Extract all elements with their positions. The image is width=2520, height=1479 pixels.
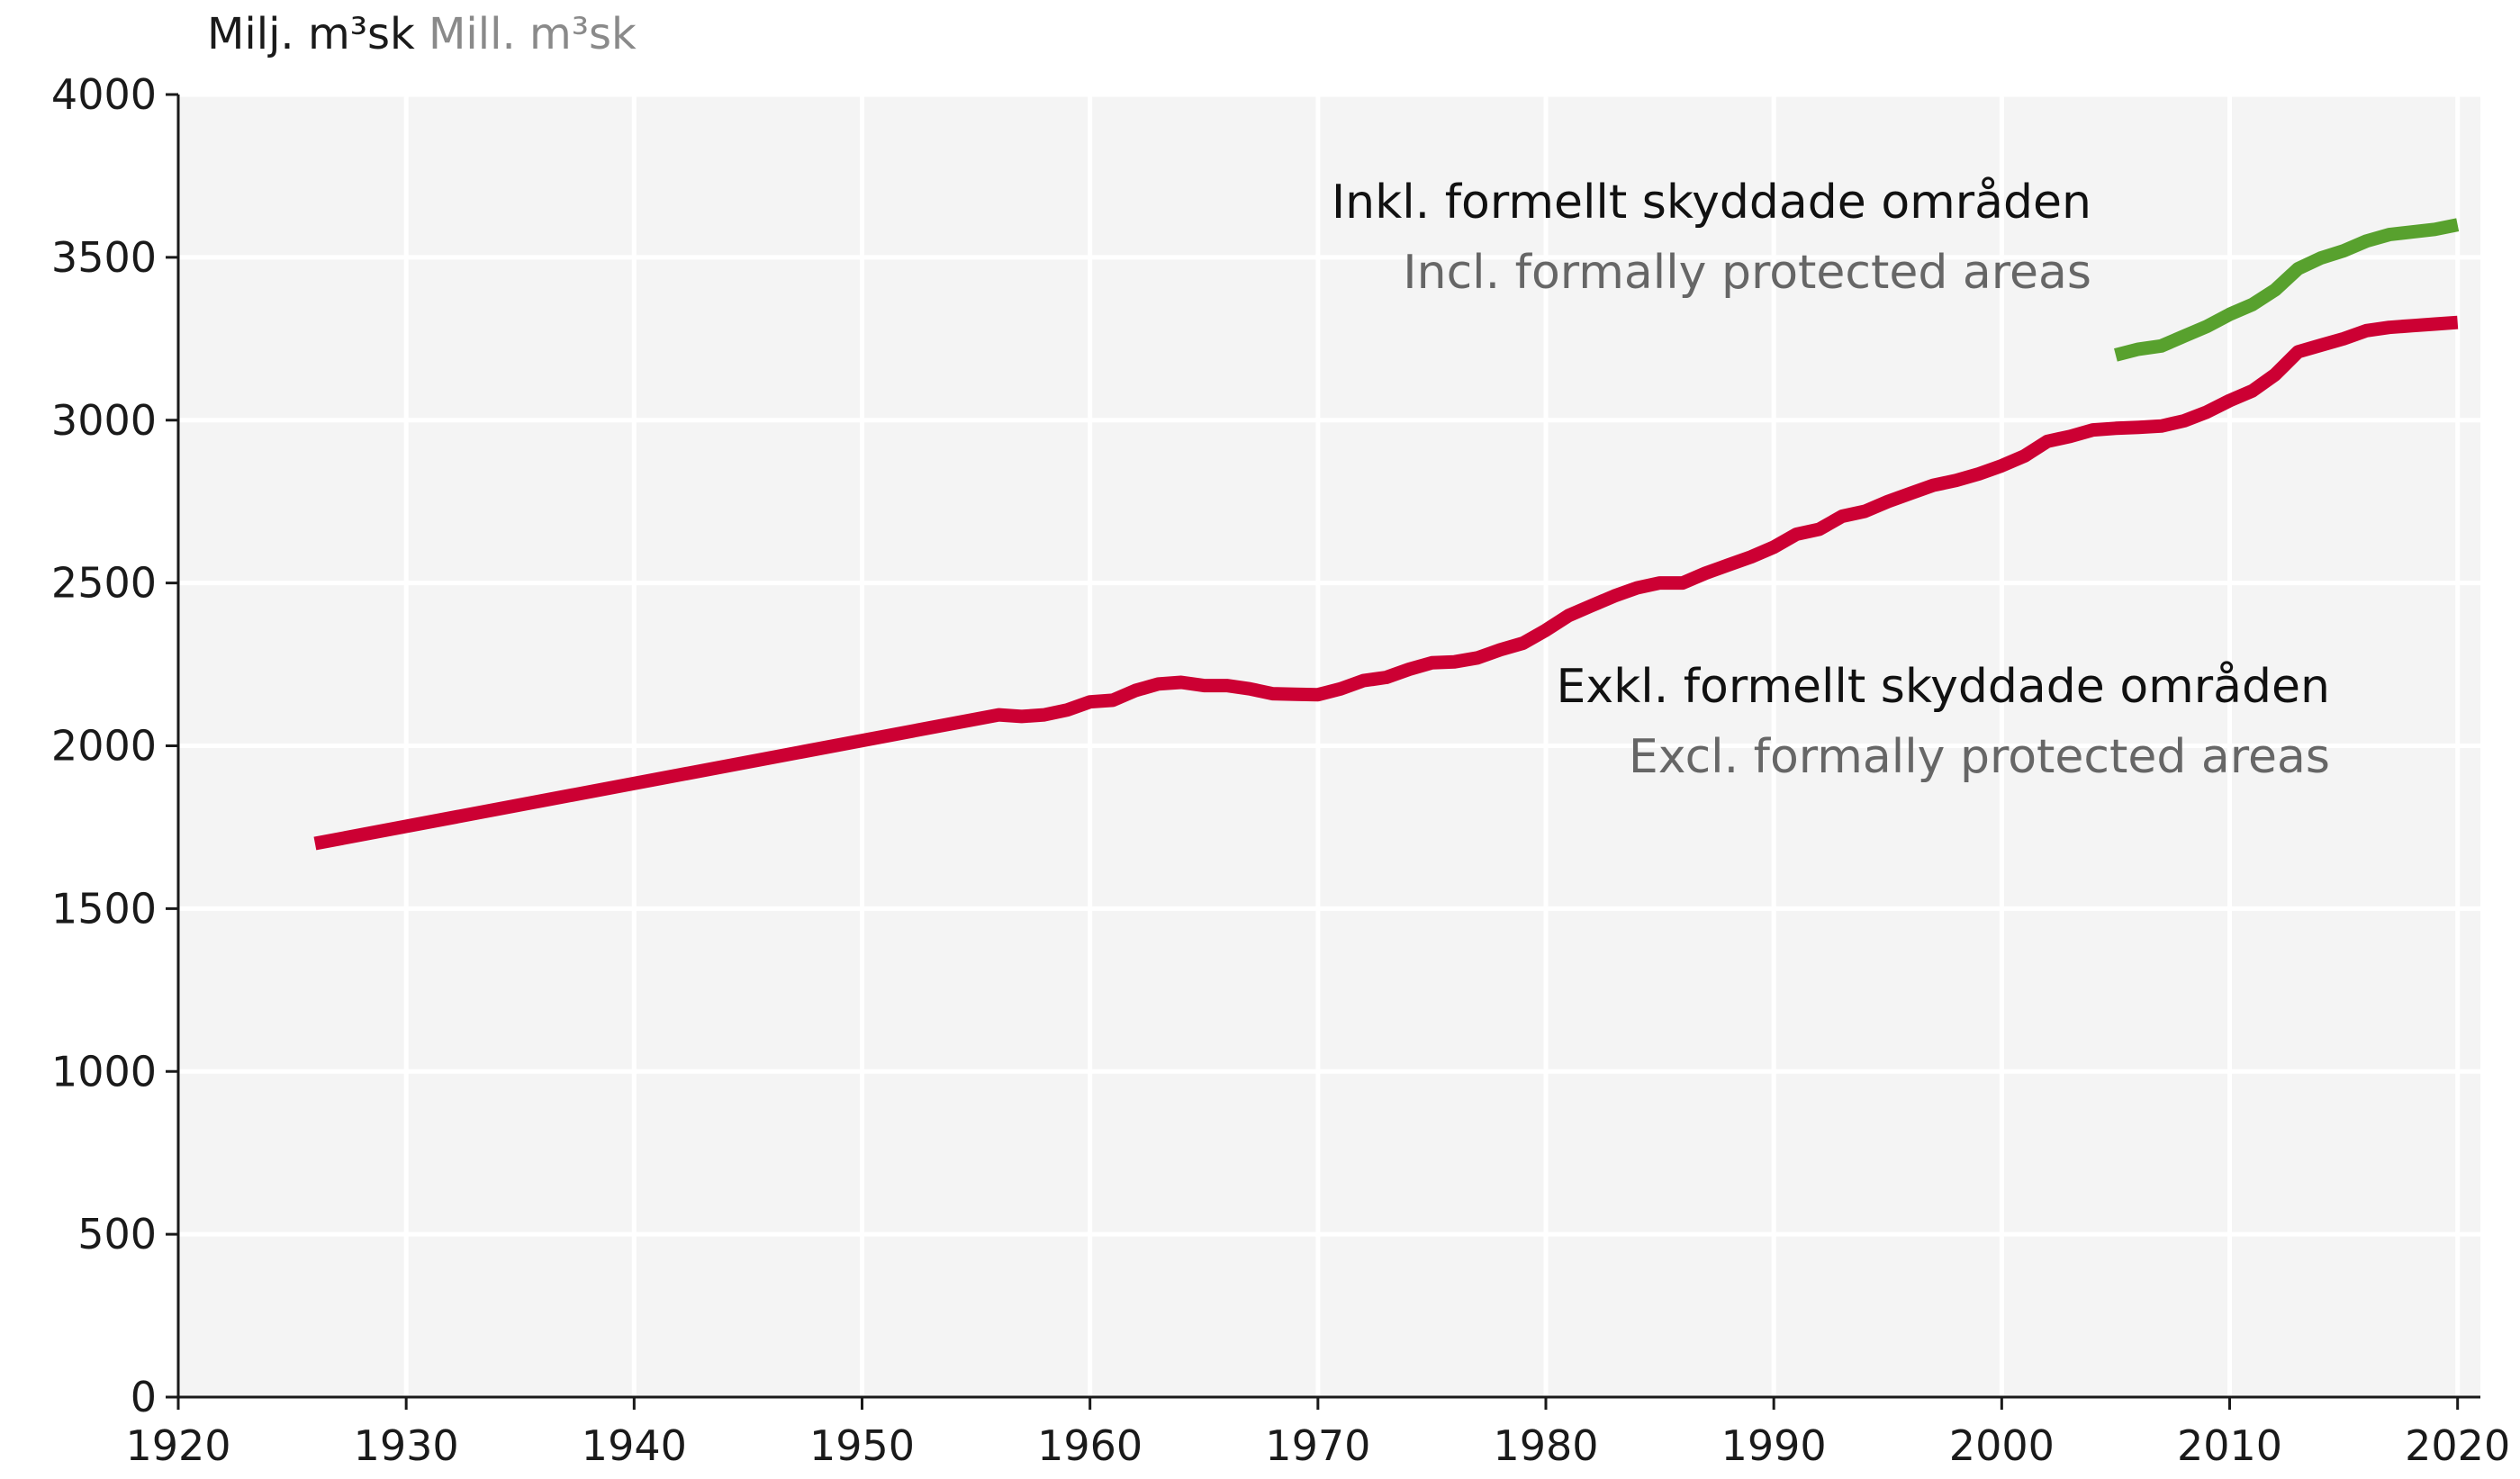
series-layer <box>313 218 2460 851</box>
x-tick-label: 2020 <box>2405 1421 2510 1470</box>
y-tick-label: 0 <box>131 1373 157 1421</box>
x-tick-label: 2010 <box>2177 1421 2282 1470</box>
y-tick-label: 1000 <box>51 1047 157 1096</box>
excl-label-english: Excl. formally protected areas <box>1629 730 2330 784</box>
x-tick-label: 1930 <box>354 1421 459 1470</box>
incl-label-english: Incl. formally protected areas <box>1403 246 2091 300</box>
x-tick-label: 1920 <box>125 1421 230 1470</box>
y-tick-label: 2000 <box>51 722 157 771</box>
y-tick-label: 1500 <box>51 884 157 933</box>
y-unit-label-english: Mill. m³sk <box>429 9 637 59</box>
y-unit-label-swedish: Milj. m³sk <box>207 9 415 59</box>
excl-label-swedish: Exkl. formellt skyddade områden <box>1557 660 2331 714</box>
x-tick-label: 1970 <box>1265 1421 1370 1470</box>
series-line-incl <box>2114 218 2460 362</box>
y-unit-label: Milj. m³sk Mill. m³sk <box>207 9 637 59</box>
x-tick-label: 2000 <box>1949 1421 2055 1470</box>
axes: 0 500 1000 1500 2000 2500 3000 3500 4000 1920 1930… <box>51 70 2510 1470</box>
incl-label-swedish: Inkl. formellt skyddade områden <box>1332 176 2091 230</box>
x-tick-label: 1980 <box>1493 1421 1598 1470</box>
y-tick-label: 2500 <box>51 559 157 608</box>
y-tick-label: 3000 <box>51 396 157 445</box>
x-tick-label: 1960 <box>1037 1421 1143 1470</box>
y-tick-label: 500 <box>77 1210 157 1258</box>
y-tick-label: 4000 <box>51 70 157 119</box>
x-tick-label: 1940 <box>582 1421 687 1470</box>
x-tick-label: 1950 <box>809 1421 915 1470</box>
series-line-excl <box>313 315 2459 851</box>
x-tick-label: 1990 <box>1721 1421 1827 1470</box>
grid-lines <box>178 92 2480 1397</box>
y-tick-label: 3500 <box>51 233 157 282</box>
